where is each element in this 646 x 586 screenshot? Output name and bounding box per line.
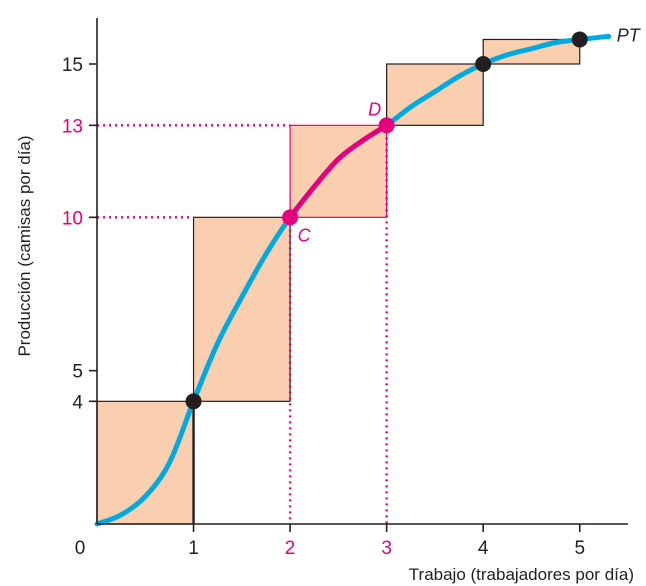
ticks-layer: 0 1 2 3 4 5 4 5 10 13 15 (62, 55, 585, 559)
increment-bar-2 (192, 216, 291, 402)
x-tick-label-1: 1 (188, 538, 199, 559)
guides-layer (97, 124, 388, 524)
y-axis-title: Producción (camisas por día) (15, 135, 34, 356)
x-tick-label-2: 2 (285, 538, 296, 559)
increment-bar-1 (96, 400, 195, 525)
data-point-1 (185, 393, 202, 410)
x-tick-label-3: 3 (381, 538, 392, 559)
x-tick-label-0: 0 (75, 538, 86, 559)
data-point-5 (571, 31, 588, 48)
data-point-3 (378, 117, 395, 134)
total-product-curve (94, 33, 612, 527)
axes-layer (96, 18, 628, 525)
y-tick-label-10: 10 (62, 208, 83, 229)
x-axis-title: Trabajo (trabajadores por día) (409, 565, 634, 584)
highlighted-curve-segment (287, 122, 390, 220)
bars-layer (96, 38, 581, 525)
y-tick-label-4: 4 (72, 392, 83, 413)
points-layer: CD (185, 31, 588, 410)
x-tick-label-4: 4 (478, 538, 489, 559)
x-tick-label-5: 5 (574, 538, 585, 559)
curve-layer (94, 33, 612, 527)
data-point-2 (282, 209, 299, 226)
point-label-c: C (298, 225, 312, 245)
point-label-d: D (368, 99, 381, 119)
increment-bar-3 (289, 124, 388, 218)
data-point-4 (475, 56, 492, 72)
series-label-pt: PT (617, 25, 642, 45)
y-tick-label-15: 15 (62, 55, 83, 76)
y-tick-label-5: 5 (72, 362, 83, 383)
y-tick-label-13: 13 (62, 116, 83, 137)
